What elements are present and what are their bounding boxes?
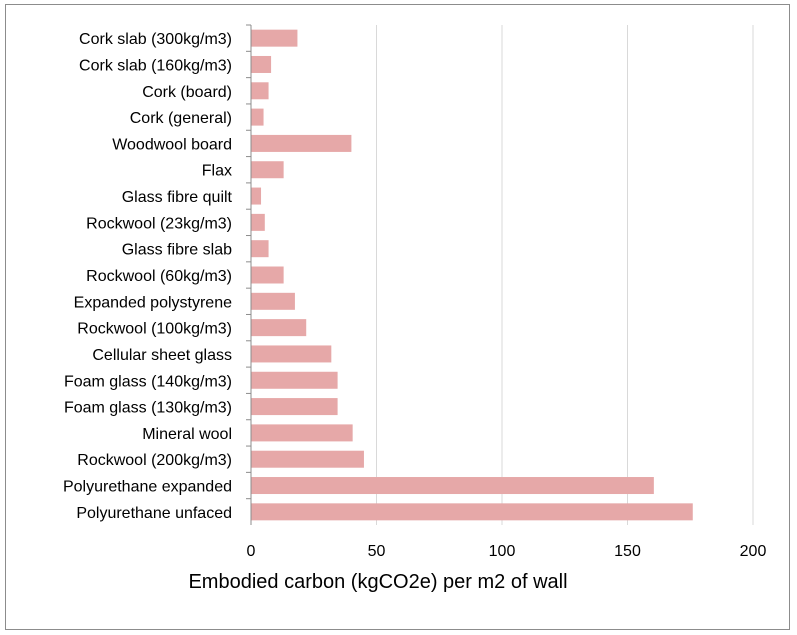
x-tick-label: 200 (740, 543, 767, 560)
bar (251, 477, 654, 495)
category-label: Cellular sheet glass (92, 347, 232, 364)
chart-frame (5, 4, 790, 630)
bar (251, 29, 298, 47)
x-tick-label: 100 (489, 543, 516, 560)
gridlines (376, 25, 754, 525)
category-labels: Cork slab (300kg/m3) Cork slab (160kg/m3)… (63, 24, 251, 522)
category-label: Cork slab (160kg/m3) (79, 57, 232, 74)
category-label: Rockwool (23kg/m3) (86, 215, 232, 232)
bar (251, 503, 693, 521)
category-label: Glass fibre quilt (122, 189, 233, 206)
category-label: Foam glass (140kg/m3) (64, 373, 232, 390)
category-label: Glass fibre slab (122, 242, 232, 259)
bar (251, 82, 269, 100)
x-tick-label: 50 (368, 543, 386, 560)
bars (251, 29, 693, 521)
bar (251, 187, 262, 205)
bar (251, 55, 272, 73)
category-label: Woodwool board (112, 136, 232, 153)
bar (251, 240, 269, 258)
bar (251, 213, 265, 231)
x-axis-title: Embodied carbon (kgCO2e) per m2 of wall (188, 571, 567, 593)
bar (251, 371, 338, 389)
category-label: Rockwool (100kg/m3) (77, 321, 232, 338)
bar (251, 345, 332, 363)
bar (251, 398, 338, 416)
category-label: Foam glass (130kg/m3) (64, 400, 232, 417)
x-tick-label: 150 (614, 543, 641, 560)
bar (251, 266, 284, 284)
bar (251, 450, 364, 468)
bar (251, 292, 295, 310)
category-label: Cork slab (300kg/m3) (79, 31, 232, 48)
category-label: Rockwool (200kg/m3) (77, 452, 232, 469)
x-tick-labels: 0 50 100 150 200 (247, 543, 767, 560)
category-label: Cork (board) (142, 84, 232, 101)
category-label: Flax (202, 163, 232, 180)
bar (251, 424, 353, 442)
bar (251, 108, 264, 126)
category-label: Rockwool (60kg/m3) (86, 268, 232, 285)
bar (251, 134, 352, 152)
category-label: Cork (general) (130, 110, 232, 127)
category-label: Polyurethane expanded (63, 479, 232, 496)
category-label: Expanded polystyrene (74, 294, 232, 311)
x-tick-label: 0 (247, 543, 256, 560)
bar (251, 161, 284, 179)
category-label: Mineral wool (142, 426, 232, 443)
category-label: Polyurethane unfaced (76, 505, 232, 522)
bar (251, 319, 307, 337)
